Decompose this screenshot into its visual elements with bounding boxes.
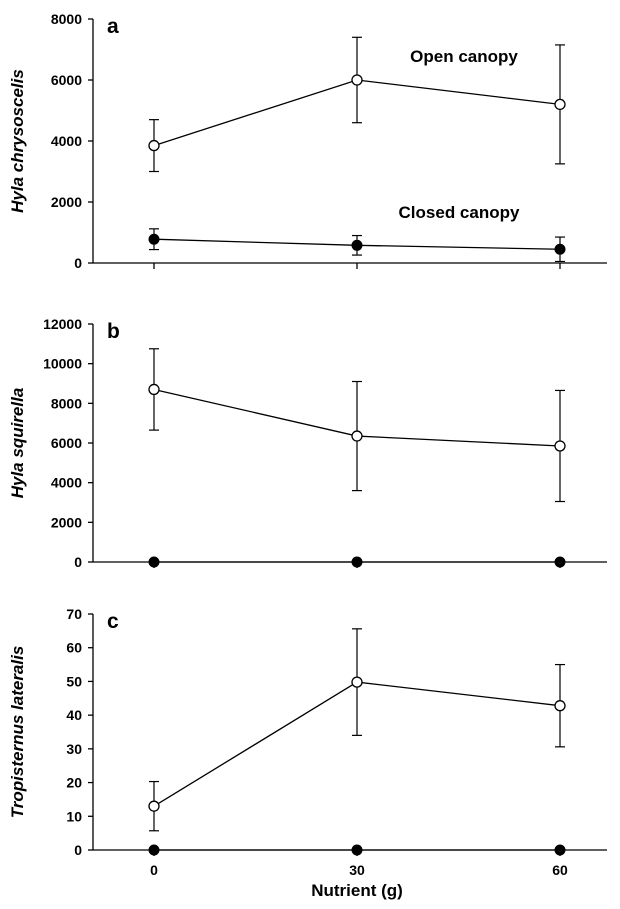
data-point-open: [148, 383, 160, 396]
y-axis-label: Tropisternus lateralis: [8, 646, 27, 819]
panel-c: 0 10 20 30 40 50 60 70 0 30 60 Nutrient (g) Tropiste…: [8, 606, 607, 900]
series-open: [148, 628, 566, 832]
y-tick-label: 8000: [51, 11, 82, 27]
y-tick-label: 20: [66, 775, 82, 791]
data-point-filled: [351, 556, 363, 568]
y-tick-label: 4000: [51, 475, 82, 491]
data-point-filled: [554, 243, 566, 255]
y-tick-label: 6000: [51, 72, 82, 88]
series-open: [148, 36, 566, 173]
data-point-open: [554, 440, 566, 452]
y-tick-label: 0: [74, 255, 82, 271]
x-tick-label: 0: [150, 862, 158, 878]
y-tick-label: 6000: [51, 435, 82, 451]
y-tick-label: 70: [66, 606, 82, 622]
data-point-filled: [554, 556, 566, 568]
y-tick-label: 0: [74, 842, 82, 858]
x-tick-label: 30: [349, 862, 365, 878]
data-point-filled: [148, 844, 160, 856]
data-point-open: [351, 676, 363, 688]
y-tick-label: 2000: [51, 514, 82, 530]
y-tick-label: 50: [66, 673, 82, 689]
data-point-filled: [148, 556, 160, 568]
panel-letter: a: [107, 15, 119, 38]
data-point-filled: [148, 233, 160, 245]
data-point-open: [148, 800, 160, 812]
y-tick-label: 8000: [51, 395, 82, 411]
y-axis-label: Hyla squirella: [8, 388, 27, 499]
data-point-open: [554, 98, 566, 111]
data-point-open: [148, 139, 160, 152]
x-tick-label: 60: [552, 862, 568, 878]
series-filled: [148, 228, 566, 263]
y-tick-label: 10: [66, 808, 82, 824]
y-tick-label: 30: [66, 741, 82, 757]
y-tick-label: 0: [74, 554, 82, 570]
panel-b: 0 2000 4000 6000 8000 10000 12000 Hyla squirell…: [8, 316, 607, 570]
panel-a: 0 2000 4000 6000 8000 Hyla chrysoscelis a Open …: [8, 11, 607, 271]
series-open: [148, 348, 566, 503]
y-tick-label: 60: [66, 640, 82, 656]
annotation: Open canopy: [410, 47, 518, 66]
y-tick-label: 2000: [51, 194, 82, 210]
panel-letter: c: [107, 610, 119, 633]
panel-letter: b: [107, 320, 120, 343]
data-point-filled: [351, 844, 363, 856]
data-point-filled: [554, 844, 566, 856]
x-axis-label: Nutrient (g): [311, 881, 403, 900]
y-axis-label: Hyla chrysoscelis: [8, 69, 27, 213]
data-point-open: [351, 74, 363, 86]
y-tick-label: 4000: [51, 133, 82, 149]
data-point-filled: [351, 239, 363, 251]
series-filled: [148, 556, 566, 568]
data-point-open: [351, 430, 363, 442]
y-tick-label: 40: [66, 707, 82, 723]
y-tick-label: 10000: [43, 356, 82, 372]
series-filled: [148, 844, 566, 856]
y-tick-label: 12000: [43, 316, 82, 332]
data-point-open: [554, 700, 566, 712]
annotation: Closed canopy: [399, 203, 520, 222]
